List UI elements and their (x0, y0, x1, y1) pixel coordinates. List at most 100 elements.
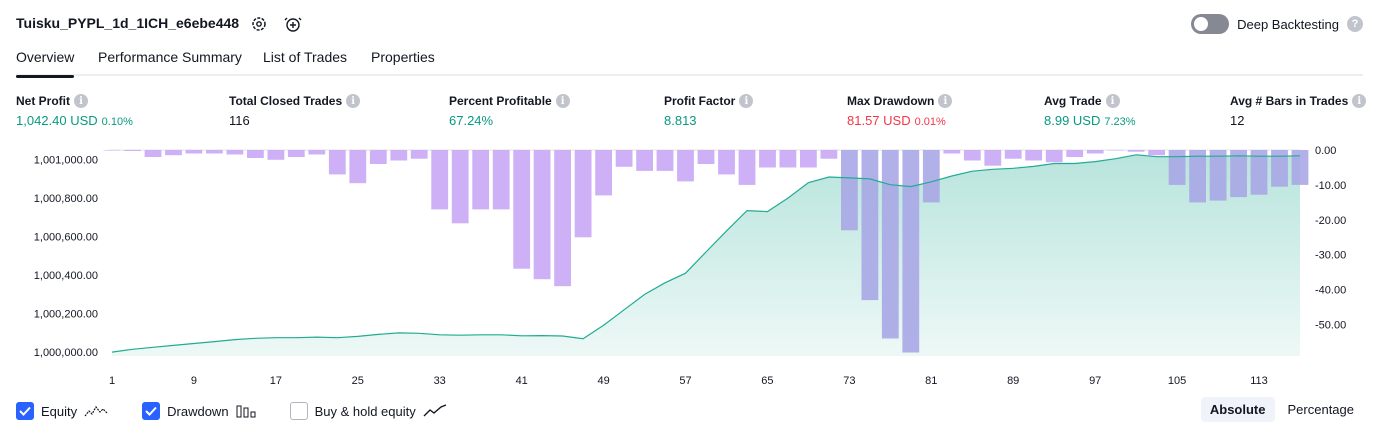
metric-max-drawdown: Max Drawdown i 81.57 USD 0.01% (847, 94, 953, 128)
x-tick-label: 33 (434, 375, 446, 387)
y-right-tick-label: -20.00 (1315, 215, 1346, 227)
drawdown-bar (738, 150, 756, 185)
drawdown-bars-icon (236, 405, 256, 418)
drawdown-bar (554, 150, 571, 287)
equity-checkbox[interactable] (16, 402, 34, 420)
info-icon[interactable]: i (74, 94, 88, 108)
buy-hold-line-icon (423, 404, 447, 417)
x-tick-label: 73 (843, 375, 855, 387)
drawdown-bar (124, 150, 141, 151)
drawdown-bar (779, 150, 797, 168)
gear-icon[interactable] (248, 13, 270, 35)
info-icon[interactable]: i (938, 94, 953, 108)
drawdown-bar (922, 150, 940, 203)
drawdown-bar (1250, 150, 1268, 195)
scale-mode-switch: Absolute Percentage (1200, 397, 1363, 422)
drawdown-bar (369, 150, 387, 164)
metric-avg-trade: Avg Trade i 8.99 USD 7.23% (1044, 94, 1136, 128)
deep-backtesting-label: Deep Backtesting (1237, 16, 1339, 32)
drawdown-bar (800, 150, 817, 168)
x-tick-label: 65 (761, 375, 773, 387)
metric-total-closed-trades: Total Closed Trades i 116 (229, 94, 361, 128)
x-tick-label: 49 (597, 375, 609, 387)
drawdown-bar (451, 150, 469, 224)
metric-label: Avg # Bars in Trades (1230, 94, 1349, 108)
absolute-button[interactable]: Absolute (1200, 397, 1275, 422)
metric-value: 8.99 USD (1044, 113, 1101, 128)
drawdown-bar (861, 150, 879, 301)
x-tick-label: 97 (1089, 375, 1101, 387)
chart-legend: Equity Drawdown Buy & hold equity (16, 400, 481, 422)
y-right-tick-label: -50.00 (1315, 320, 1346, 332)
y-right-tick-label: -30.00 (1315, 250, 1346, 262)
info-icon[interactable]: i (555, 94, 570, 108)
y-left-tick-label: 1,000,400.00 (34, 270, 98, 282)
drawdown-bar (308, 150, 326, 155)
metric-label: Total Closed Trades (229, 94, 343, 108)
drawdown-bar (287, 150, 305, 157)
drawdown-bar (636, 150, 653, 171)
metric-net-profit: Net Profit i 1,042.40 USD 0.10% (16, 94, 133, 128)
y-left-tick-label: 1,000,800.00 (34, 193, 98, 205)
deep-backtesting-toggle[interactable] (1191, 14, 1230, 34)
drawdown-bar (1148, 150, 1165, 156)
metric-value: 67.24% (449, 113, 494, 128)
legend-buy-hold-equity[interactable]: Buy & hold equity (289, 402, 447, 420)
drawdown-bar (492, 150, 510, 210)
percentage-button[interactable]: Percentage (1287, 402, 1355, 417)
metric-percent: 7.23% (1104, 116, 1136, 128)
metric-profit-factor: Profit Factor i 8.813 (664, 94, 754, 128)
drawdown-bar (267, 150, 285, 160)
info-icon[interactable]: i (346, 94, 361, 108)
info-icon[interactable]: i (1352, 94, 1367, 108)
drawdown-bar (820, 150, 838, 159)
drawdown-bar (1271, 150, 1288, 187)
y-left-tick-label: 1,000,000.00 (34, 347, 98, 359)
legend-label: Buy & hold equity (314, 403, 416, 419)
metric-avg-bars-in-trades: Avg # Bars in Trades i 12 (1230, 94, 1367, 128)
info-icon[interactable]: i (739, 94, 754, 108)
drawdown-bar (759, 150, 776, 168)
drawdown-bar (1291, 150, 1309, 185)
buy-hold-checkbox[interactable] (289, 402, 308, 420)
drawdown-bar (472, 150, 490, 210)
drawdown-bar (1189, 150, 1206, 203)
tab-performance-summary[interactable]: Performance Summary (98, 49, 242, 65)
drawdown-bar (943, 150, 961, 154)
info-icon[interactable]: i (1105, 94, 1120, 108)
drawdown-bar (226, 150, 244, 155)
tab-properties[interactable]: Properties (371, 49, 435, 65)
drawdown-bar (206, 150, 223, 154)
x-tick-label: 57 (679, 375, 691, 387)
legend-equity[interactable]: Equity (16, 402, 108, 420)
metric-percent: 0.01% (914, 116, 946, 128)
legend-label: Equity (41, 403, 78, 419)
drawdown-bar (902, 150, 920, 353)
y-right-tick-label: 0.00 (1315, 145, 1336, 157)
drawdown-bar (533, 150, 551, 280)
tab-overview[interactable]: Overview (16, 49, 75, 78)
equity-line (111, 154, 1301, 353)
y-left-tick-label: 1,000,600.00 (34, 232, 98, 244)
legend-drawdown[interactable]: Drawdown (142, 402, 256, 420)
y-right-tick-label: -10.00 (1315, 180, 1346, 192)
drawdown-bar (165, 150, 182, 156)
equity-drawdown-chart[interactable]: 1,000,000.00 1,000,200.00 1,000,400.00 1,00… (0, 140, 1379, 390)
alarm-clock-add-icon[interactable] (282, 13, 304, 35)
metric-percent: 0.10% (101, 116, 133, 128)
drawdown-bar (1066, 150, 1084, 157)
x-tick-label: 1 (109, 375, 115, 387)
tab-list-of-trades[interactable]: List of Trades (263, 49, 348, 65)
x-tick-label: 41 (516, 375, 528, 387)
x-tick-label: 17 (270, 375, 282, 387)
drawdown-checkbox[interactable] (142, 402, 161, 420)
drawdown-bar (595, 150, 612, 196)
question-icon[interactable]: ? (1347, 16, 1363, 32)
x-tick-label: 105 (1168, 375, 1186, 387)
metric-label: Max Drawdown (847, 94, 935, 108)
drawdown-bar (410, 150, 428, 159)
y-right-tick-label: -40.00 (1315, 285, 1346, 297)
y-left-tick-label: 1,001,000.00 (34, 155, 98, 167)
metric-label: Avg Trade (1044, 94, 1102, 108)
drawdown-bar (697, 150, 715, 164)
